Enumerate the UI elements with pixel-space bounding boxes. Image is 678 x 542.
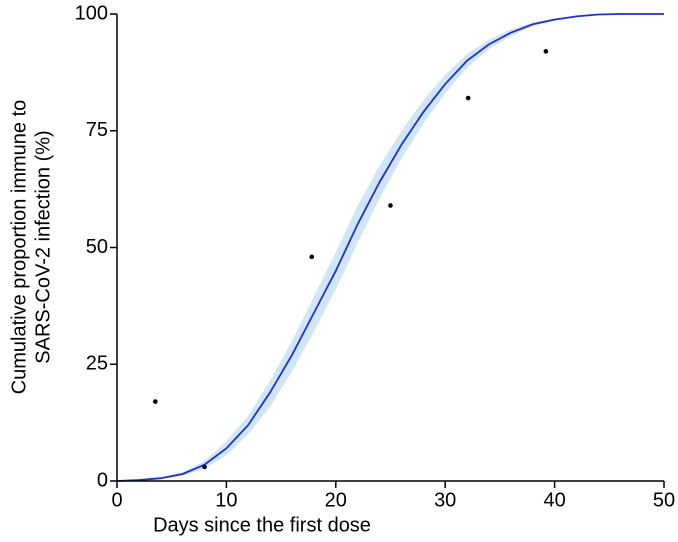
x-tick-label: 30 — [434, 489, 456, 511]
data-point — [388, 203, 393, 208]
data-point — [465, 95, 471, 101]
fitted-line — [116, 13, 664, 482]
x-tick-label: 20 — [325, 489, 347, 511]
y-tick-label: 50 — [86, 236, 108, 258]
x-tick-label: 40 — [543, 489, 565, 511]
y-axis-label: SARS-CoV-2 infection (%) — [32, 130, 54, 363]
confidence-band — [117, 14, 664, 481]
data-point — [202, 464, 207, 470]
data-point — [152, 399, 158, 404]
y-tick-label: 0 — [97, 469, 108, 491]
data-point — [309, 254, 315, 260]
y-tick-label: 25 — [86, 353, 108, 375]
y-tick-label: 75 — [86, 119, 108, 141]
y-tick-label: 100 — [75, 2, 108, 24]
data-point — [543, 49, 549, 54]
x-tick-label: 0 — [111, 489, 122, 511]
x-axis-label: Days since the first dose — [153, 514, 371, 536]
y-axis-label: Cumulative proportion immune to — [8, 100, 30, 395]
x-tick-label: 50 — [653, 489, 675, 511]
x-tick-label: 10 — [215, 489, 237, 511]
